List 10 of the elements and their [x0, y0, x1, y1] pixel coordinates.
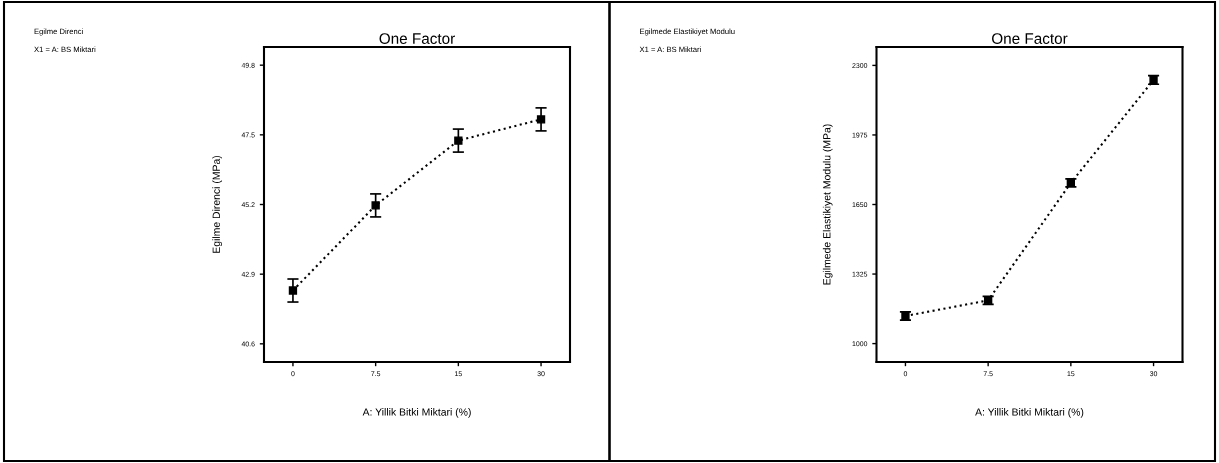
point: [288, 286, 298, 295]
chart-title: One Factor: [992, 33, 1068, 44]
x-axis-title: A: Yillik Bitki Miktari (%): [975, 408, 1084, 418]
y-axis-title: Egilmede Elastikiyet Modulu (MPa): [822, 124, 833, 285]
y-axis-title: Egilme Direnci (MPa): [212, 155, 223, 253]
chart-title: One Factor: [379, 33, 455, 44]
x-axis-title: A: Yillik Bitki Miktari (%): [362, 408, 471, 418]
point: [454, 136, 463, 145]
point: [536, 115, 546, 124]
point: [371, 201, 380, 210]
